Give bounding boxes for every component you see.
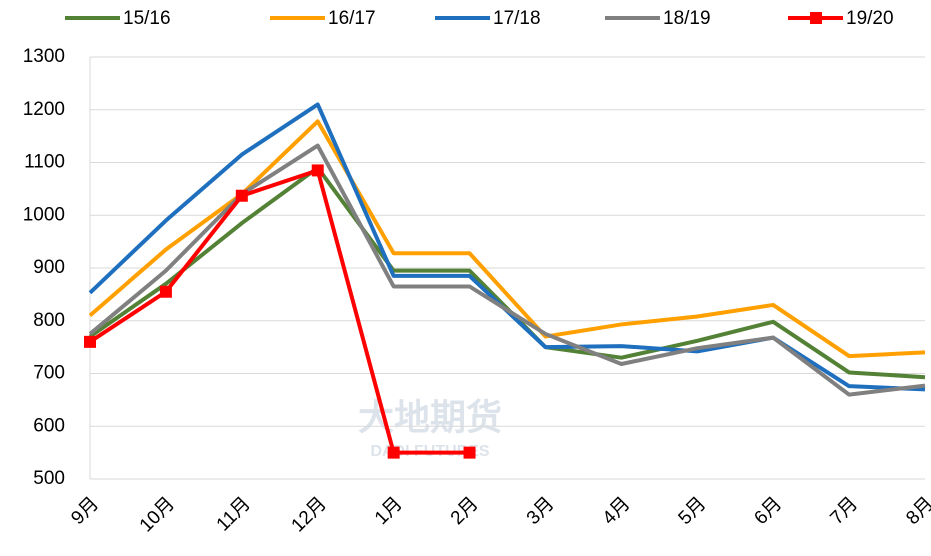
x-tick-label: 10月 (136, 493, 179, 536)
legend-label: 16/17 (328, 8, 376, 29)
y-tick-label: 600 (33, 415, 65, 436)
point-marker (311, 164, 324, 177)
y-tick-label: 500 (33, 468, 65, 489)
y-tick-label: 1100 (24, 152, 65, 173)
x-tick-label: 12月 (288, 493, 331, 536)
series-line (88, 165, 926, 380)
x-tick-label: 8月 (902, 493, 931, 529)
legend-label: 19/20 (846, 8, 894, 29)
legend-label: 17/18 (493, 8, 541, 29)
point-marker (463, 446, 476, 459)
x-tick-label: 4月 (599, 493, 635, 529)
x-tick-label: 5月 (675, 493, 711, 529)
series-line (88, 168, 470, 455)
y-tick-label: 700 (33, 363, 65, 384)
legend-label: 15/16 (123, 8, 171, 29)
point-marker (159, 285, 172, 298)
legend-item: 17/18 (435, 8, 541, 29)
x-tick-label: 11月 (213, 493, 255, 535)
legend-label: 18/19 (663, 8, 711, 29)
x-tick-label: 9月 (67, 493, 103, 529)
legend-item: 19/20 (788, 8, 894, 29)
y-tick-label: 800 (33, 310, 65, 331)
series-line (88, 119, 926, 359)
x-tick-label: 6月 (750, 493, 786, 529)
y-tick-label: 1200 (23, 99, 65, 120)
x-tick-label: 7月 (826, 493, 862, 529)
point-marker (84, 335, 96, 348)
legend-item: 18/19 (605, 8, 711, 29)
x-tick-label: 3月 (523, 493, 559, 529)
point-marker (387, 446, 400, 459)
legend-item: 16/17 (270, 8, 376, 29)
point-marker (235, 189, 248, 202)
legend-item: 15/16 (65, 8, 171, 29)
y-tick-label: 1300 (23, 46, 65, 67)
x-tick-label: 2月 (447, 493, 483, 529)
legend-marker (810, 12, 822, 24)
y-tick-label: 1000 (23, 204, 65, 225)
series-line (88, 143, 926, 397)
x-tick-label: 1月 (371, 493, 407, 529)
y-tick-label: 900 (33, 257, 65, 278)
